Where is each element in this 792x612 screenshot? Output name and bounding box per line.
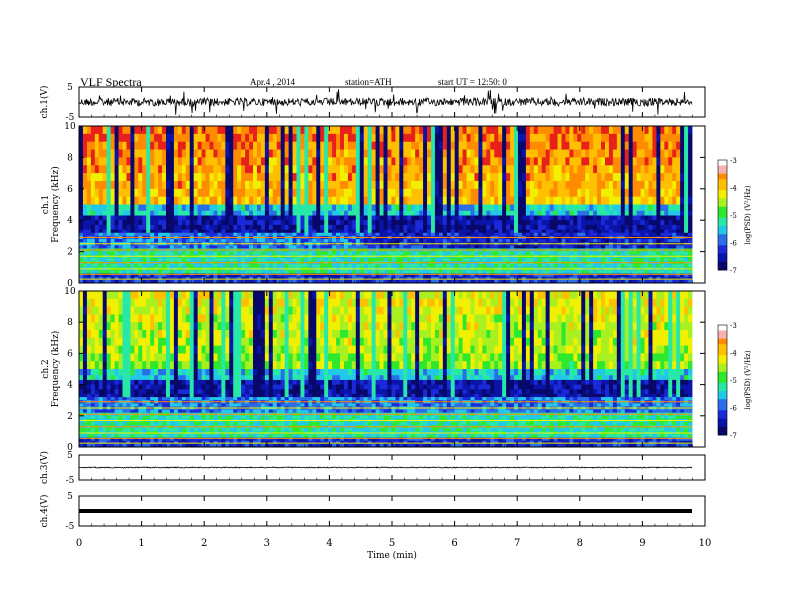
y-tick-label: 2 [67, 248, 73, 258]
colorbar-tick-label: -4 [730, 185, 737, 193]
x-tick-label: 1 [138, 538, 144, 549]
x-tick-label: 3 [264, 538, 270, 549]
ch3-wave-label: ch.3(V) [39, 451, 50, 484]
y-tick-label: 4 [67, 381, 73, 391]
ch2-spec-colorbar-frame [717, 324, 728, 436]
colorbar-tick-label: -5 [730, 377, 737, 385]
ch1-spec-colorbar-frame [717, 159, 728, 271]
x-tick-label: 6 [451, 538, 457, 549]
ch4-wave-label: ch.4(V) [39, 495, 50, 528]
x-tick-label: 7 [514, 538, 520, 549]
ch1-wave-label: ch.1(V) [39, 86, 50, 119]
y-tick-label: 5 [67, 492, 73, 502]
y-tick-label: 5 [67, 451, 73, 461]
y-tick-label: 8 [67, 153, 73, 163]
colorbar-tick-label: -7 [730, 267, 737, 275]
y-tick-label: 2 [67, 412, 73, 422]
y-tick-label: 0 [67, 279, 73, 289]
y-tick-label: 10 [64, 122, 76, 132]
ch3-wave-trace [78, 466, 693, 469]
x-tick-label: 5 [389, 538, 395, 549]
ch1-spec-channel-label: ch.1 [41, 195, 51, 214]
x-axis-label: Time (min) [367, 550, 417, 561]
y-tick-label: 6 [67, 349, 73, 359]
y-tick-label: 4 [67, 216, 73, 226]
colorbar-tick-label: -6 [730, 405, 737, 413]
colorbar-tick-label: -5 [730, 212, 737, 220]
ch1-spec-freq-label: Frequency (kHz) [50, 166, 61, 243]
ch2-spec-freq-label: Frequency (kHz) [50, 331, 61, 408]
x-tick-label: 8 [577, 538, 583, 549]
colorbar-tick-label: -3 [730, 322, 737, 330]
ch2-spec-channel-label: ch.2 [41, 359, 51, 378]
x-tick-label: 2 [201, 538, 207, 549]
ch1-spec-colorbar [718, 160, 727, 271]
colorbar-tick-label: -4 [730, 350, 737, 358]
x-tick-label: 4 [326, 538, 332, 549]
ch2-spec-colorbar-label: log(PSD) (V²/Hz) [744, 350, 752, 409]
colorbar-tick-label: -6 [730, 240, 737, 248]
colorbar-tick-label: -7 [730, 432, 737, 440]
y-tick-label: 5 [67, 83, 73, 93]
ch2-spec-heatmap [79, 291, 693, 448]
x-tick-label: 0 [76, 538, 82, 549]
y-tick-label: 6 [67, 185, 73, 195]
x-tick-label: 10 [699, 538, 712, 549]
y-tick-label: 8 [67, 318, 73, 328]
y-tick-label: -5 [66, 476, 75, 486]
ch1-spec-heatmap [79, 126, 693, 284]
station-label: station=ATH [345, 77, 392, 87]
y-tick-label: 10 [64, 287, 76, 297]
y-tick-label: -5 [66, 522, 75, 532]
colorbar-tick-label: -3 [730, 157, 737, 165]
ch1-wave-trace [78, 89, 693, 115]
y-tick-label: -5 [66, 113, 75, 123]
y-tick-label: 0 [67, 443, 73, 453]
x-tick-label: 9 [639, 538, 645, 549]
ch1-spec-colorbar-label: log(PSD) (V²/Hz) [744, 185, 752, 244]
ch2-spec-colorbar [718, 325, 727, 436]
plot-title: VLF Spectra [80, 75, 142, 89]
date-label: Apr.4 , 2014 [250, 77, 295, 87]
start-time-label: start UT = 12:50: 0 [438, 77, 507, 87]
